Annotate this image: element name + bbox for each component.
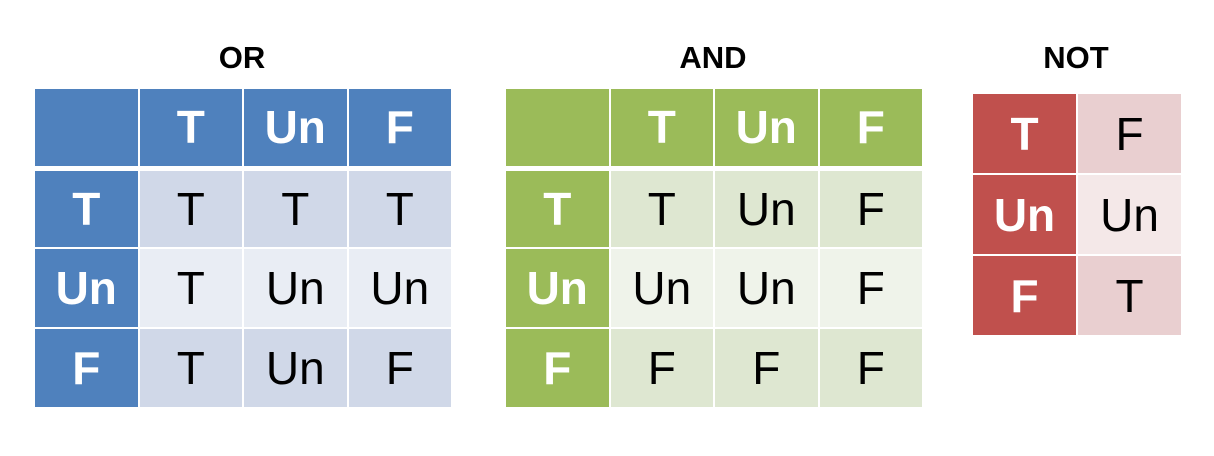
or-header-cell-un: Un xyxy=(242,87,349,171)
or-row-label: Un xyxy=(33,247,140,329)
not-row-label: F xyxy=(971,254,1078,337)
or-result-cell: Un xyxy=(346,247,453,329)
not-truth-table: T F Un Un F T xyxy=(971,92,1183,337)
and-header-cell-un: Un xyxy=(713,87,820,171)
not-row-un: Un Un xyxy=(971,173,1183,256)
not-row-f: F T xyxy=(971,254,1183,337)
and-row-f: F F F F xyxy=(504,327,924,409)
and-header-cell-f: F xyxy=(817,87,924,171)
or-header-row: T Un F xyxy=(33,87,453,171)
or-result-cell: Un xyxy=(242,327,349,409)
or-header-cell-t: T xyxy=(137,87,244,171)
and-result-cell: T xyxy=(608,167,715,249)
not-row-label: T xyxy=(971,92,1078,175)
or-row-label: T xyxy=(33,167,140,249)
and-result-cell: F xyxy=(608,327,715,409)
or-result-cell: T xyxy=(346,167,453,249)
or-row-label: F xyxy=(33,327,140,409)
or-result-cell: T xyxy=(137,327,244,409)
and-result-cell: F xyxy=(713,327,820,409)
and-row-label: F xyxy=(504,327,611,409)
or-truth-table: T Un F T T T T Un T Un Un F T Un F xyxy=(33,87,453,409)
and-row-label: Un xyxy=(504,247,611,329)
and-truth-table: T Un F T T Un F Un Un Un F F F F F xyxy=(504,87,924,409)
not-result-cell: F xyxy=(1076,92,1183,175)
or-result-cell: Un xyxy=(242,247,349,329)
and-result-cell: Un xyxy=(713,167,820,249)
and-result-cell: F xyxy=(817,327,924,409)
or-result-cell: F xyxy=(346,327,453,409)
or-row-t: T T T T xyxy=(33,167,453,249)
or-result-cell: T xyxy=(137,247,244,329)
and-result-cell: Un xyxy=(713,247,820,329)
not-row-label: Un xyxy=(971,173,1078,256)
and-result-cell: F xyxy=(817,247,924,329)
not-result-cell: T xyxy=(1076,254,1183,337)
not-row-t: T F xyxy=(971,92,1183,175)
and-row-label: T xyxy=(504,167,611,249)
and-header-corner-cell xyxy=(504,87,611,171)
or-row-un: Un T Un Un xyxy=(33,247,453,329)
and-header-row: T Un F xyxy=(504,87,924,171)
or-table-title: OR xyxy=(218,40,266,75)
or-header-cell-f: F xyxy=(346,87,453,171)
not-result-cell: Un xyxy=(1076,173,1183,256)
and-row-un: Un Un Un F xyxy=(504,247,924,329)
and-row-t: T T Un F xyxy=(504,167,924,249)
or-row-f: F T Un F xyxy=(33,327,453,409)
or-result-cell: T xyxy=(137,167,244,249)
or-result-cell: T xyxy=(242,167,349,249)
and-header-cell-t: T xyxy=(608,87,715,171)
not-table-title: NOT xyxy=(1043,40,1109,75)
and-table-title: AND xyxy=(679,40,747,75)
or-header-corner-cell xyxy=(33,87,140,171)
and-result-cell: F xyxy=(817,167,924,249)
and-result-cell: Un xyxy=(608,247,715,329)
